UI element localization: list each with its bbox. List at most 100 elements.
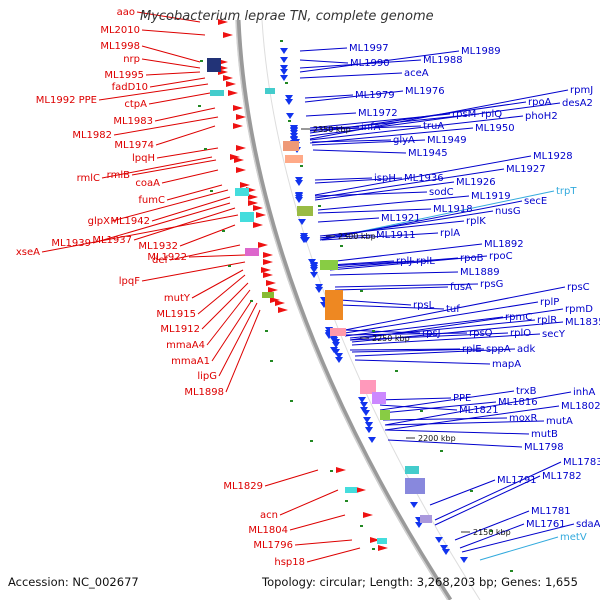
leader-line-right [314, 177, 373, 181]
leader-line-right [339, 304, 445, 310]
gene-block [372, 392, 386, 404]
gene-block [330, 328, 346, 336]
scale-label: 2300 kbp [338, 232, 376, 241]
gene-label-right: ML1945 [408, 148, 448, 159]
leader-line-right [334, 283, 479, 288]
gene-label-right: phoH2 [525, 111, 558, 122]
leader-line-right [434, 475, 541, 526]
leader-line-right [309, 113, 480, 132]
gene-label-right: aceA [404, 68, 429, 79]
leader-line-right [309, 113, 451, 129]
gene-label-right: secY [542, 329, 566, 340]
leader-line-right [299, 47, 348, 52]
leader-line-right [351, 333, 541, 346]
ring-marker [300, 165, 303, 167]
gene-label-left: ML1912 [160, 324, 200, 335]
gene-label-right: ispH [374, 173, 396, 184]
gene-label-right: ML1921 [381, 213, 421, 224]
leader-line-right [344, 286, 566, 331]
gene-label-left: ML1995 [104, 70, 144, 81]
scale-label: 2150 kbp [473, 528, 511, 537]
gene-arrow-right [365, 427, 373, 433]
ring-marker [198, 105, 201, 107]
gene-arrow-right [363, 417, 371, 423]
gene-label-right: moxR [509, 413, 537, 424]
gene-arrow-left [336, 467, 346, 473]
gene-label-right: rpsC [567, 282, 590, 293]
gene-arrow-left [356, 487, 366, 493]
gene-label-right: desA2 [562, 98, 593, 109]
scale-label: 2200 kbp [418, 434, 456, 443]
ring-marker [228, 265, 231, 267]
gene-block [240, 212, 254, 222]
gene-label-right: ML1798 [524, 442, 564, 453]
gene-arrow-left [234, 157, 244, 163]
map-title: Mycobacterium leprae TN, complete genome [140, 9, 434, 24]
leader-line-left [294, 539, 353, 546]
gene-label-right: ML1949 [427, 135, 467, 146]
leader-line-right [384, 405, 560, 431]
gene-label-left: ML1937 [92, 235, 132, 246]
ring-marker [200, 60, 203, 62]
gene-label-right: ML1802 [561, 401, 600, 412]
gene-label-right: rplK [466, 216, 486, 227]
ring-marker [318, 205, 321, 207]
leader-line-left [101, 156, 213, 179]
gene-arrow-right [410, 502, 418, 508]
leader-line-right [305, 112, 357, 117]
gene-label-right: glyA [393, 135, 415, 146]
leader-line-right [479, 536, 559, 561]
gene-arrow-left [253, 205, 263, 211]
leader-line-right [304, 90, 404, 103]
gene-arrow-right [295, 193, 303, 199]
gene-arrow-right [332, 349, 340, 355]
gene-arrow-right [285, 99, 293, 105]
gene-arrow-left [230, 154, 240, 160]
gene-label-right: ML1976 [405, 86, 445, 97]
gene-label-left: mmaA4 [166, 340, 205, 351]
leader-line-right [334, 286, 449, 291]
gene-label-right: rplE [462, 344, 482, 355]
ring-marker [310, 440, 313, 442]
gene-label-right: ML1928 [533, 151, 573, 162]
gene-arrow-left [240, 182, 250, 188]
gene-arrow-left [236, 114, 246, 120]
gene-label-left: ML1932 [138, 241, 178, 252]
genome-backbone-highlight [235, 19, 449, 600]
leader-line-left [113, 116, 219, 136]
gene-arrow-right [298, 219, 306, 225]
gene-block [245, 248, 259, 256]
leader-line-right [349, 348, 461, 351]
gene-label-right: trpT [556, 186, 577, 197]
gene-label-right: ML1972 [358, 108, 398, 119]
leader-line-left [206, 289, 251, 346]
leader-line-right [314, 168, 505, 199]
gene-label-right: ML1927 [506, 164, 546, 175]
gene-label-right: PPE [453, 393, 471, 404]
gene-label-right: truA [423, 121, 444, 132]
gene-block [207, 58, 221, 72]
ring-marker [372, 548, 375, 550]
leader-line-right [459, 523, 525, 549]
leader-line-right [349, 319, 536, 339]
gene-arrow-right [332, 342, 340, 348]
gene-arrow-left [248, 200, 258, 206]
ring-marker [340, 245, 343, 247]
gene-block [325, 290, 343, 320]
gene-features [198, 19, 513, 572]
gene-arrow-right [368, 437, 376, 443]
ring-marker [265, 330, 268, 332]
gene-label-left: lipG [197, 371, 217, 382]
gene-label-right: secE [524, 196, 547, 207]
gene-label-right: ML1989 [461, 46, 501, 57]
gene-block [405, 478, 425, 494]
leader-line-right [382, 417, 508, 421]
gene-label-right: ML1835 [565, 317, 600, 328]
ring-marker [510, 570, 513, 572]
gene-arrow-right [310, 265, 318, 271]
gene-arrow-left [233, 105, 243, 111]
leader-line-left [136, 11, 201, 23]
gene-label-right: tuf [446, 304, 460, 315]
gene-arrow-left [233, 123, 243, 129]
leader-line-left [306, 547, 361, 563]
